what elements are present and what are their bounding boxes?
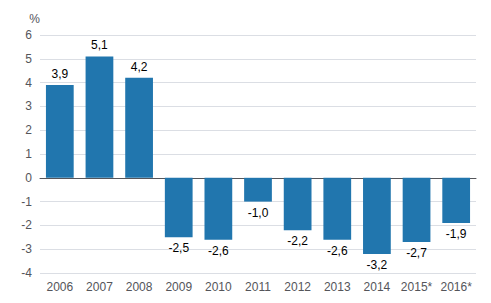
svg-text:-1,0: -1,0 (248, 206, 269, 220)
svg-text:3,9: 3,9 (51, 67, 68, 81)
svg-text:-2,2: -2,2 (287, 234, 308, 248)
svg-text:4,2: 4,2 (131, 60, 148, 74)
svg-text:2009: 2009 (165, 280, 192, 294)
svg-text:3: 3 (25, 99, 32, 113)
svg-text:2010: 2010 (205, 280, 232, 294)
svg-text:-3,2: -3,2 (367, 258, 388, 272)
svg-text:-2,6: -2,6 (208, 244, 229, 258)
svg-text:2016*: 2016* (440, 280, 472, 294)
svg-text:2012: 2012 (284, 280, 311, 294)
svg-text:-4: -4 (21, 266, 32, 280)
svg-text:-1,9: -1,9 (446, 227, 467, 241)
svg-text:2006: 2006 (46, 280, 73, 294)
svg-text:-2,7: -2,7 (406, 246, 427, 260)
svg-text:-2,6: -2,6 (327, 244, 348, 258)
svg-text:6: 6 (25, 28, 32, 42)
svg-text:-2,5: -2,5 (168, 241, 189, 255)
svg-text:%: % (29, 12, 40, 26)
svg-text:0: 0 (25, 171, 32, 185)
svg-text:4: 4 (25, 76, 32, 90)
svg-text:-1: -1 (21, 195, 32, 209)
svg-text:2008: 2008 (126, 280, 153, 294)
svg-text:2007: 2007 (86, 280, 113, 294)
svg-text:2013: 2013 (324, 280, 351, 294)
svg-text:2014: 2014 (364, 280, 391, 294)
svg-text:5: 5 (25, 52, 32, 66)
svg-text:1: 1 (25, 147, 32, 161)
svg-text:-2: -2 (21, 218, 32, 232)
svg-text:5,1: 5,1 (91, 38, 108, 52)
svg-text:2: 2 (25, 123, 32, 137)
svg-text:-3: -3 (21, 242, 32, 256)
svg-text:2015*: 2015* (401, 280, 433, 294)
svg-text:2011: 2011 (245, 280, 271, 294)
